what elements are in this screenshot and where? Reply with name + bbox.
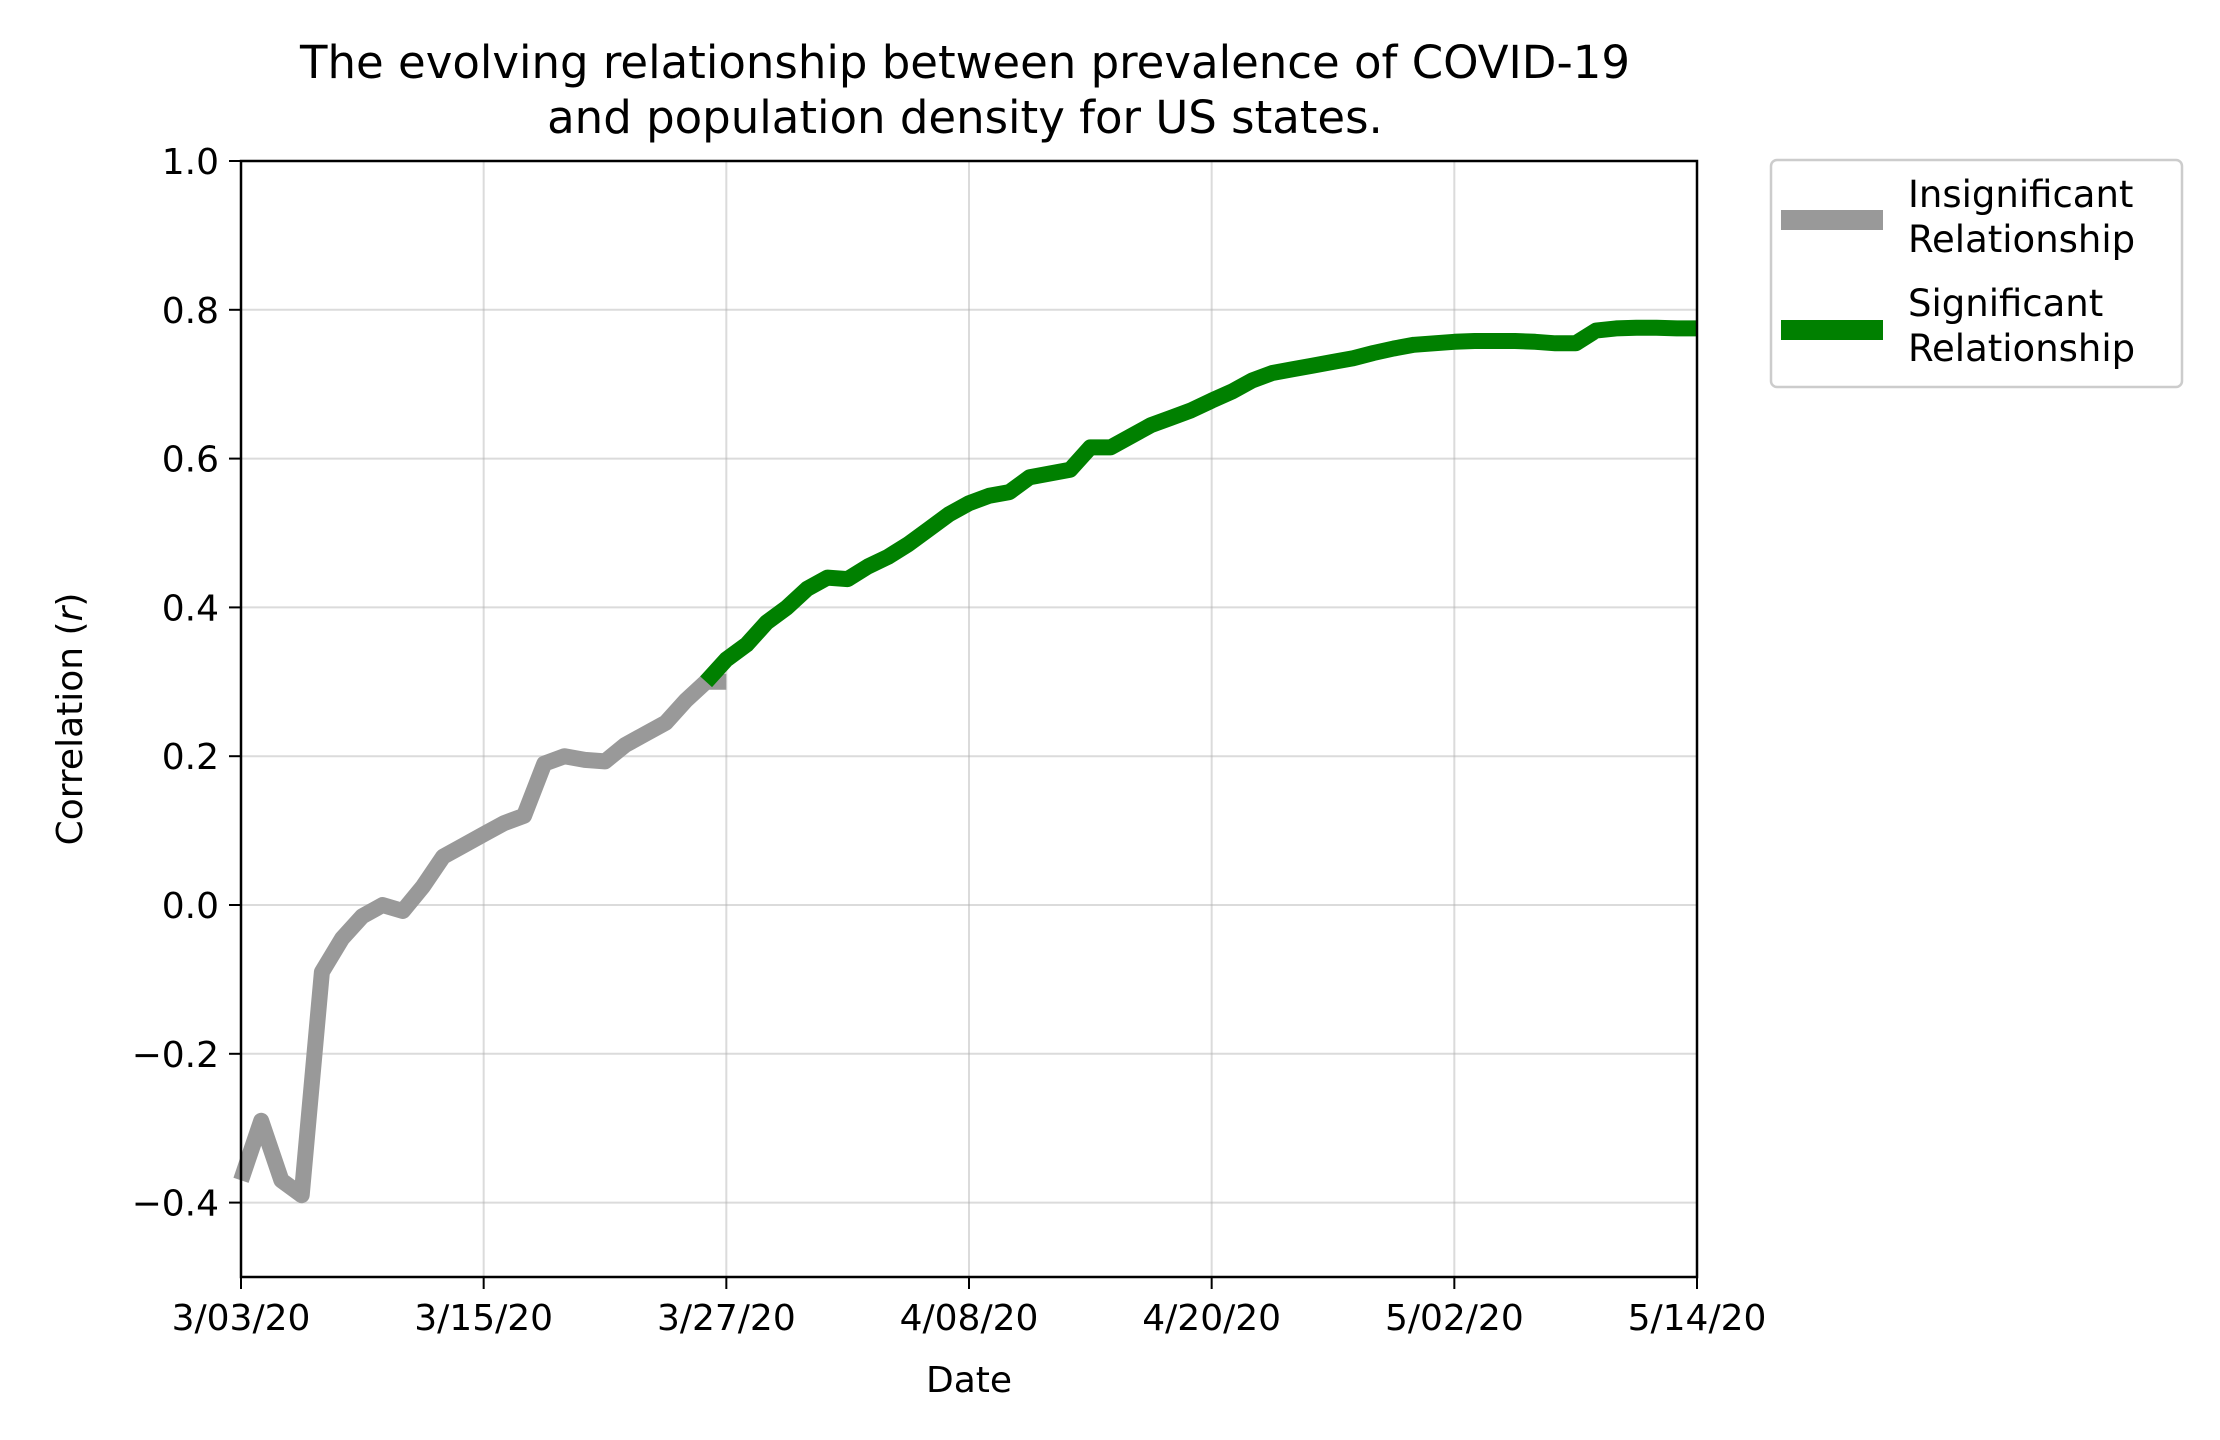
y-axis: −0.4 −0.2 0.0 0.2 0.4 0.6 0.8 1.0 (132, 142, 241, 1225)
y-tick-label: −0.2 (132, 1035, 219, 1076)
y-axis-label: Correlation (r) (50, 593, 91, 846)
x-axis: 3/03/20 3/15/20 3/27/20 4/08/20 4/20/20 5/02/… (172, 1277, 1767, 1339)
x-tick-label: 4/08/20 (900, 1298, 1039, 1339)
series-line-significant (700, 319, 1697, 688)
y-axis-label-prefix: Correlation ( (50, 621, 91, 845)
y-tick-label: −0.4 (132, 1184, 219, 1225)
legend-label-significant-line-1: Significant (1908, 282, 2103, 325)
series-line-insignificant (233, 673, 727, 1204)
x-tick-label: 5/02/20 (1385, 1298, 1524, 1339)
x-tick-label: 3/15/20 (414, 1298, 553, 1339)
legend-label-significant-line-2: Relationship (1908, 327, 2135, 370)
y-tick-label: 1.0 (162, 142, 219, 183)
legend: Insignificant Relationship Significant R… (1769, 158, 2184, 389)
chart-title: The evolving relationship between preval… (299, 36, 1630, 144)
chart-title-line-2: and population density for US states. (547, 91, 1383, 144)
y-tick-label: 0.4 (162, 588, 219, 629)
x-tick-label: 3/03/20 (172, 1298, 311, 1339)
y-tick-label: 0.6 (162, 440, 219, 481)
x-tick-label: 3/27/20 (657, 1298, 796, 1339)
legend-label-insignificant-line-1: Insignificant (1908, 173, 2133, 216)
grid (240, 160, 1698, 1277)
x-tick-label: 4/20/20 (1142, 1298, 1281, 1339)
y-tick-label: 0.2 (162, 737, 219, 778)
x-tick-label: 5/14/20 (1628, 1298, 1767, 1339)
chart-title-line-1: The evolving relationship between preval… (299, 36, 1630, 89)
legend-label-insignificant-line-2: Relationship (1908, 218, 2135, 261)
y-axis-label-suffix: ) (50, 593, 91, 607)
y-tick-label: 0.0 (162, 886, 219, 927)
x-axis-label: Date (926, 1360, 1012, 1401)
series-layer (233, 319, 1697, 1204)
y-tick-label: 0.8 (162, 291, 219, 332)
y-axis-label-var: r (50, 604, 91, 621)
